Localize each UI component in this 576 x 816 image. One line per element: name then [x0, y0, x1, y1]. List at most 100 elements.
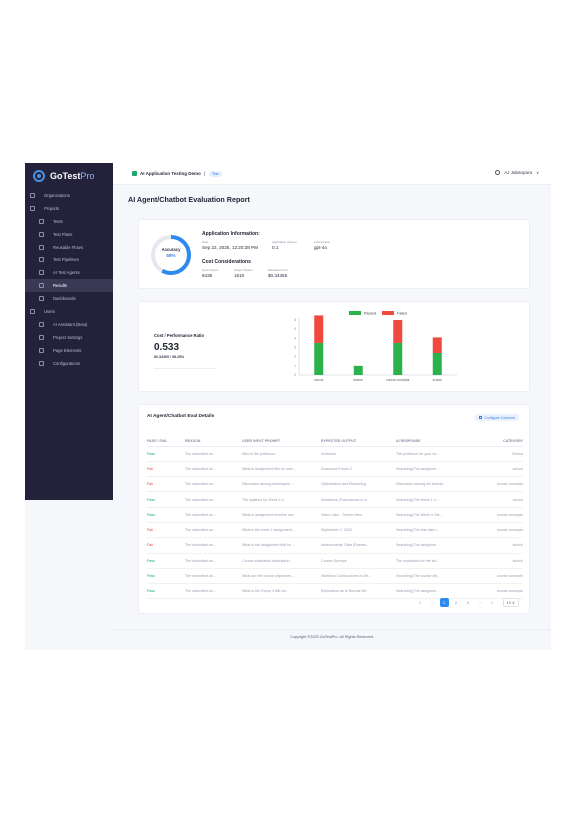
- cost-performance-value: 0.533: [154, 342, 180, 353]
- cell-response: Searching)The course obj...: [396, 568, 466, 585]
- cell-response: The professor for your co...: [396, 446, 466, 462]
- next-page-button[interactable]: ›: [479, 600, 481, 605]
- divider: [154, 368, 216, 369]
- table-row[interactable]: Pass The submitted an... What is assignmen…: [147, 507, 523, 523]
- sidebar-item-projects[interactable]: Projects: [25, 202, 113, 215]
- clipboard-icon: [39, 231, 44, 237]
- cell-category: course concepts: [466, 568, 523, 585]
- column-header-category[interactable]: CATEGORY: [466, 436, 523, 447]
- page-button-3[interactable]: 3: [466, 600, 470, 605]
- table-row[interactable]: Fail The submitted an... What is assignmen…: [147, 461, 523, 478]
- table-row[interactable]: Fail The submitted an... Discussion among …: [147, 476, 523, 493]
- flow-icon: [39, 244, 44, 250]
- assistant-icon: [39, 321, 44, 327]
- sidebar-item-configurations[interactable]: Configurations: [25, 357, 113, 370]
- table-row[interactable]: Pass The submitted an... What are the cour…: [147, 568, 523, 585]
- sidebar-item-dashboards[interactable]: Dashboards: [25, 292, 113, 305]
- output-tokens-field: Output Tokens 1510: [234, 268, 253, 278]
- sidebar-item-label: Test Plans: [53, 231, 73, 237]
- legend-label: Failed: [397, 312, 407, 316]
- sidebar-item-ai-test-agents[interactable]: AI Test Agents: [25, 266, 113, 279]
- date-field: Date Sep 22, 2025, 12:20:38 PM: [202, 240, 258, 250]
- last-page-button[interactable]: »: [490, 600, 494, 605]
- sidebar-item-tests[interactable]: Tests: [25, 215, 113, 228]
- cost-performance-subtitle: $0.34365 / 58.25%: [154, 355, 185, 359]
- project-name[interactable]: AI Application Testing Demo: [140, 171, 201, 176]
- x-tick-label: lecture: [353, 378, 363, 382]
- eval-details-card: AI Agent/Chatbot Eval Details Configure …: [138, 404, 530, 614]
- configure-columns-button[interactable]: Configure Columns: [475, 414, 519, 422]
- sidebar-item-reusable-flows[interactable]: Reusable Flows: [25, 241, 113, 254]
- sidebar-item-organizations[interactable]: Organizations: [25, 189, 113, 202]
- page-button-2[interactable]: 2: [454, 600, 458, 605]
- sidebar-item-project-settings[interactable]: Project Settings: [25, 331, 113, 344]
- cell-reason: The submitted an...: [185, 553, 242, 569]
- sidebar-item-ai-assistant-beta[interactable]: AI Assistant (Beta): [25, 318, 113, 331]
- sidebar-item-label: Dashboards: [53, 296, 76, 302]
- cell-response: Searching)The Week 4. the...: [396, 507, 466, 523]
- cell-expected: Course Surveys: [321, 553, 396, 569]
- table-row[interactable]: Pass The submitted an... The syllabus for …: [147, 491, 523, 508]
- cell-category: course concepts: [466, 476, 523, 493]
- bar-passed-3: [432, 353, 442, 375]
- cost-considerations-title: Cost Considerations: [202, 259, 251, 265]
- table-row[interactable]: Pass The submitted an... What is the Group…: [147, 583, 523, 600]
- application-info-title: Application Information:: [202, 231, 260, 237]
- brand[interactable]: GoTestPro: [25, 163, 113, 189]
- cell-expected: Document Forum 2: [321, 461, 396, 478]
- sidebar-item-results[interactable]: Results: [25, 279, 113, 293]
- pipeline-icon: [39, 257, 44, 263]
- cell-reason: The submitted an...: [185, 522, 242, 539]
- footer-copyright: Copyright ©2025 GoTestPro. All Rights Re…: [290, 635, 374, 639]
- cell-prompt: What are the course objectives ...: [242, 568, 321, 585]
- bar-failed-2: [393, 320, 403, 343]
- cost-performance-title: Cost / Performance Ratio: [154, 333, 205, 338]
- table-row[interactable]: Fail The submitted an... What is the week …: [147, 522, 523, 539]
- page-button-1[interactable]: 1: [439, 598, 449, 607]
- sidebar-item-test-plans[interactable]: Test Plans: [25, 228, 113, 241]
- sidebar-item-label: Organizations: [44, 192, 70, 198]
- cell-category: school: [466, 537, 523, 554]
- sidebar-item-label: Test Pipelines: [53, 257, 79, 263]
- sidebar-item-label: AI Assistant (Beta): [53, 321, 88, 327]
- brand-name: GoTestPro: [50, 171, 95, 181]
- accuracy-label: Accuracy: [161, 247, 181, 252]
- first-page-button[interactable]: «: [418, 600, 422, 605]
- config-icon: [39, 360, 44, 366]
- page-size-select[interactable]: 10 ∨: [502, 598, 519, 607]
- column-header-prompt[interactable]: USER INPUT PROMPT: [242, 436, 321, 447]
- column-header-response[interactable]: AI RESPONSE: [396, 436, 466, 447]
- sidebar: GoTestPro Organizations Projects Tests Test…: [25, 163, 113, 500]
- legend-label: Passed: [364, 312, 376, 316]
- table-row[interactable]: Pass The submitted an... Course evaluation…: [147, 553, 523, 569]
- chart-icon: [39, 283, 44, 289]
- user-menu[interactable]: AJ Jabanpara ∨: [495, 170, 539, 175]
- folder-icon: [30, 205, 35, 211]
- pagination: « ‹ 1 2 3 › » 10 ∨: [416, 598, 519, 607]
- cell-status: Pass: [147, 446, 185, 462]
- cell-expected: Workflows (Frameworks in w...: [321, 491, 396, 508]
- robot-icon: [39, 270, 44, 276]
- prev-page-button[interactable]: ‹: [431, 600, 433, 605]
- cell-expected: Workflow Continuances in Me...: [321, 568, 396, 585]
- column-header-status[interactable]: PASS / FAIL: [147, 436, 185, 447]
- cell-expected: Video Labs - Theme Wee...: [321, 507, 396, 523]
- eval-details-table: PASS / FAIL REASON USER INPUT PROMPT EXP…: [147, 436, 523, 600]
- elements-icon: [39, 347, 44, 353]
- sidebar-item-users[interactable]: Users: [25, 305, 113, 318]
- cell-prompt: What is assignment title for wee...: [242, 461, 321, 478]
- cell-status: Pass: [147, 568, 185, 585]
- cost-performance-card: Cost / Performance Ratio 0.533 $0.34365 …: [138, 301, 530, 392]
- sidebar-item-test-pipelines[interactable]: Test Pipelines: [25, 253, 113, 266]
- legend-swatch-failed: [382, 311, 394, 315]
- column-header-expected[interactable]: EXPECTED OUTPUT: [321, 436, 396, 447]
- gotestpro-logo-icon: [33, 170, 45, 182]
- cell-expected: Assessments: Data (Frames...: [321, 537, 396, 554]
- table-row[interactable]: Pass The submitted an... Who is the profes…: [147, 446, 523, 462]
- column-header-reason[interactable]: REASON: [185, 436, 242, 447]
- cell-prompt: What is assignment timeline ove...: [242, 507, 321, 523]
- table-row[interactable]: Fail The submitted an... What is the assig…: [147, 537, 523, 554]
- sidebar-item-page-elements[interactable]: Page Elements: [25, 344, 113, 357]
- cell-response: Searching)The due date f...: [396, 522, 466, 539]
- user-name: AJ Jabanpara: [504, 170, 533, 175]
